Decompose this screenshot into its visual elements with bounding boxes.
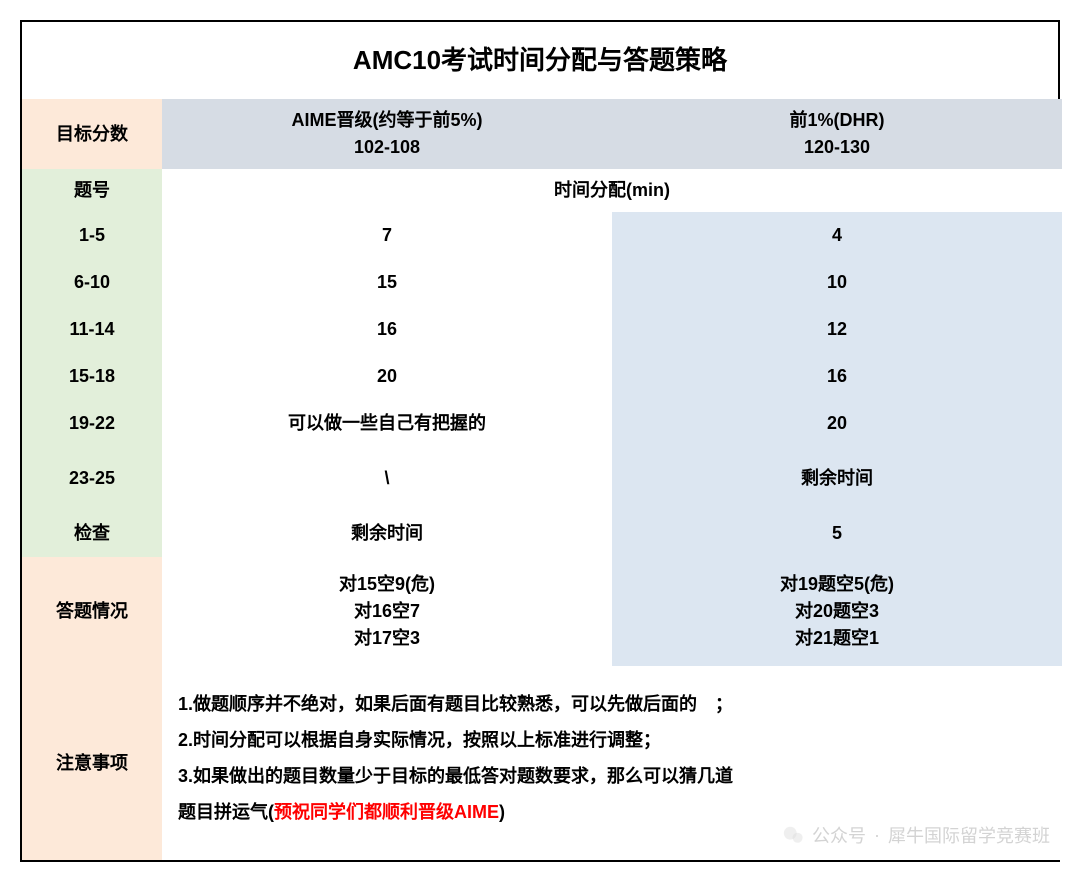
time-header-row: 题号 时间分配(min) [22,169,1062,212]
answers-b: 对19题空5(危) 对20题空3 对21题空1 [612,557,1062,666]
time-row: 11-14 16 12 [22,306,1062,353]
time-a: 可以做一些自己有把握的 [162,400,612,447]
time-a: \ [162,447,612,510]
time-row: 1-5 7 4 [22,212,1062,259]
range-cell: 23-25 [22,447,162,510]
time-b: 12 [612,306,1062,353]
answer-b-2: 对20题空3 [795,601,879,621]
watermark-label: 公众号 [812,822,866,848]
answers-a: 对15空9(危) 对16空7 对17空3 [162,557,612,666]
target-a-line1: AIME晋级(约等于前5%) [291,110,482,130]
check-row: 检查 剩余时间 5 [22,510,1062,557]
check-b: 5 [612,510,1062,557]
time-row: 15-18 20 16 [22,353,1062,400]
answer-b-1: 对19题空5(危) [780,574,894,594]
time-row: 6-10 15 10 [22,259,1062,306]
strategy-table: 目标分数 AIME晋级(约等于前5%) 102-108 前1%(DHR) 120… [22,99,1062,860]
notes-line-3: 3.如果做出的题目数量少于目标的最低答对题数要求，那么可以猜几道 [178,758,1046,794]
time-a: 15 [162,259,612,306]
notes-last-suffix: ) [499,802,505,822]
time-b: 16 [612,353,1062,400]
range-cell: 1-5 [22,212,162,259]
range-cell: 19-22 [22,400,162,447]
time-a: 7 [162,212,612,259]
check-a: 剩余时间 [162,510,612,557]
time-a: 20 [162,353,612,400]
time-row: 23-25 \ 剩余时间 [22,447,1062,510]
time-row: 19-22 可以做一些自己有把握的 20 [22,400,1062,447]
answer-a-1: 对15空9(危) [339,574,435,594]
watermark: 公众号 · 犀牛国际留学竞赛班 [782,822,1050,848]
answer-a-2: 对16空7 [354,601,420,621]
time-alloc-header: 时间分配(min) [162,169,1062,212]
time-b: 20 [612,400,1062,447]
label-check: 检查 [22,510,162,557]
notes-line-1: 1.做题顺序并不绝对，如果后面有题目比较熟悉，可以先做后面的 ； [178,686,1046,722]
watermark-sep: · [874,825,880,846]
time-a: 16 [162,306,612,353]
notes-last-red: 预祝同学们都顺利晋级AIME [274,802,499,822]
label-notes: 注意事项 [22,666,162,860]
time-b: 剩余时间 [612,447,1062,510]
target-score-row: 目标分数 AIME晋级(约等于前5%) 102-108 前1%(DHR) 120… [22,99,1062,169]
range-cell: 11-14 [22,306,162,353]
time-b: 4 [612,212,1062,259]
label-target-score: 目标分数 [22,99,162,169]
target-b-line2: 120-130 [804,137,870,157]
answer-b-3: 对21题空1 [795,628,879,648]
time-b: 10 [612,259,1062,306]
watermark-name: 犀牛国际留学竞赛班 [888,822,1050,848]
label-answer-situation: 答题情况 [22,557,162,666]
target-b: 前1%(DHR) 120-130 [612,99,1062,169]
page-title: AMC10考试时间分配与答题策略 [22,22,1058,99]
range-cell: 15-18 [22,353,162,400]
answer-a-3: 对17空3 [354,628,420,648]
notes-last-prefix: 题目拼运气( [178,802,274,822]
target-b-line1: 前1%(DHR) [789,110,884,130]
label-question-no: 题号 [22,169,162,212]
strategy-table-container: AMC10考试时间分配与答题策略 目标分数 AIME晋级(约等于前5%) 102… [20,20,1060,862]
target-a: AIME晋级(约等于前5%) 102-108 [162,99,612,169]
answer-row: 答题情况 对15空9(危) 对16空7 对17空3 对19题空5(危) 对20题… [22,557,1062,666]
target-a-line2: 102-108 [354,137,420,157]
wechat-icon [782,824,804,846]
notes-line-2: 2.时间分配可以根据自身实际情况，按照以上标准进行调整； [178,722,1046,758]
range-cell: 6-10 [22,259,162,306]
